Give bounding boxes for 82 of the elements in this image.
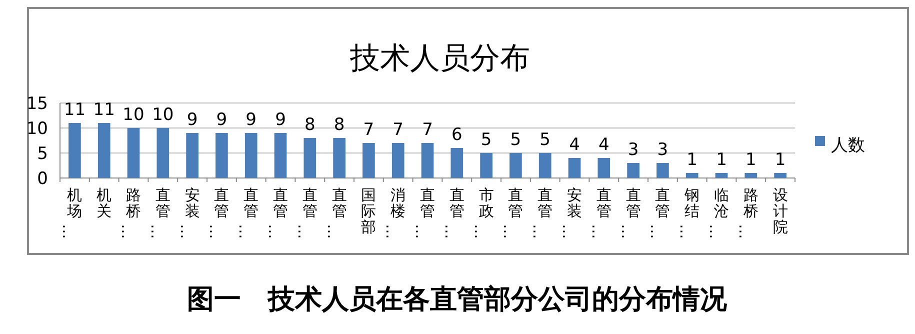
data-label: 5 [510, 130, 522, 150]
bar [450, 148, 464, 178]
data-label: 4 [569, 135, 580, 155]
bar [421, 143, 434, 178]
bar [480, 153, 492, 178]
data-label: 5 [480, 130, 492, 150]
data-label: 7 [422, 120, 433, 140]
bar [186, 133, 198, 178]
legend-label: 人数 [831, 136, 865, 156]
x-tick-label: 直管… [236, 186, 259, 239]
data-label: 9 [186, 110, 198, 130]
x-tick-label: 消楼… [382, 186, 406, 239]
bar [598, 158, 610, 178]
data-label: 3 [628, 140, 639, 160]
x-tick-label: 直管… [147, 186, 170, 239]
data-label: 8 [334, 115, 345, 135]
data-label: 11 [93, 100, 115, 120]
x-tick-label: 国际部 [361, 186, 376, 236]
data-label: 1 [686, 150, 698, 170]
data-label: 9 [275, 110, 286, 130]
bar [156, 128, 170, 178]
bar [744, 173, 758, 178]
data-label: 9 [216, 110, 228, 130]
x-tick-label: 直管… [294, 186, 318, 239]
data-label: 1 [716, 150, 727, 170]
x-tick-label: 安装… [559, 186, 582, 239]
x-tick-label: 直管… [265, 186, 288, 239]
bar [274, 133, 287, 178]
bar [392, 143, 404, 178]
data-label: 10 [122, 105, 144, 125]
data-label: 6 [451, 125, 462, 145]
data-label: 11 [64, 100, 86, 120]
data-label: 7 [363, 120, 374, 140]
x-tick-label: 路桥… [735, 186, 758, 239]
x-tick-label: 市政… [470, 186, 494, 239]
data-label: 1 [774, 150, 786, 170]
text: 图一 技术人员在各直管部分公司的分布情况 [187, 284, 728, 315]
data-label: 10 [152, 105, 174, 125]
bar [774, 173, 786, 178]
x-tick-label: 直管… [412, 186, 435, 239]
x-tick-label: 机关 [96, 186, 112, 220]
bar [68, 123, 81, 178]
data-label: 7 [392, 120, 404, 140]
chart-title: 技术人员分布 [349, 41, 530, 76]
data-label: 1 [745, 150, 756, 170]
bar [304, 138, 316, 178]
bar [538, 153, 552, 178]
x-tick-label: 直管… [500, 186, 524, 239]
x-tick-label: 直管… [530, 186, 553, 239]
bar [686, 173, 698, 178]
bar [244, 133, 258, 178]
x-tick-label: 直管… [441, 186, 464, 239]
bar [216, 133, 228, 178]
x-tick-label: 安装… [176, 186, 200, 239]
bar [656, 163, 669, 178]
data-label: 4 [598, 135, 610, 155]
x-tick-label: 直管… [324, 186, 347, 239]
bar [510, 153, 522, 178]
data-label: 5 [540, 130, 551, 150]
y-tick-label: 5 [37, 144, 48, 164]
bar [627, 163, 640, 178]
bar [98, 123, 110, 178]
bar [715, 173, 728, 178]
data-label: 8 [304, 115, 316, 135]
y-tick-label: 0 [37, 169, 48, 189]
x-tick-label: 直管… [618, 186, 641, 239]
bar [333, 138, 346, 178]
y-tick-label: 15 [26, 94, 48, 114]
bar [362, 143, 375, 178]
data-label: 9 [246, 110, 257, 130]
bar [568, 158, 581, 178]
x-tick-label: 直管… [647, 186, 670, 239]
x-tick-label: 路桥… [118, 186, 141, 239]
data-label: 3 [657, 140, 668, 160]
x-tick-label: 临沧… [706, 186, 729, 239]
x-tick-label: 设计院 [772, 186, 788, 236]
x-tick-label: 直管… [588, 186, 612, 239]
bar [127, 128, 140, 178]
x-tick-label: 钢结… [676, 186, 700, 239]
x-tick-label: 机场… [59, 186, 82, 239]
x-tick-label: 直管… [206, 186, 230, 239]
y-tick-label: 10 [26, 119, 48, 139]
